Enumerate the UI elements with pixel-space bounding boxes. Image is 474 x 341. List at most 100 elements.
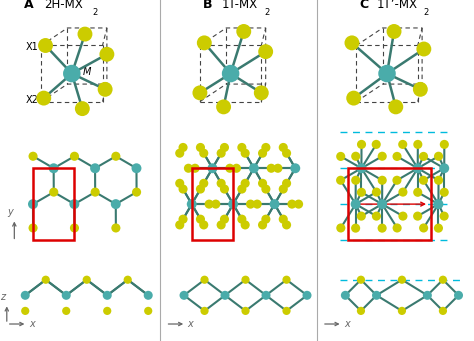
Circle shape	[346, 91, 361, 106]
Circle shape	[254, 85, 269, 100]
Circle shape	[440, 140, 449, 149]
Circle shape	[398, 276, 406, 284]
Circle shape	[49, 188, 58, 197]
Circle shape	[191, 164, 200, 173]
Circle shape	[434, 224, 443, 233]
Circle shape	[261, 214, 271, 224]
Circle shape	[196, 143, 205, 152]
Circle shape	[433, 199, 443, 209]
Circle shape	[111, 199, 121, 209]
Circle shape	[175, 220, 184, 229]
Circle shape	[175, 179, 184, 188]
Circle shape	[398, 188, 408, 197]
Circle shape	[246, 199, 255, 209]
Circle shape	[111, 152, 120, 161]
Circle shape	[131, 163, 141, 173]
Circle shape	[378, 176, 387, 185]
Circle shape	[439, 276, 447, 284]
Circle shape	[69, 199, 79, 209]
Circle shape	[197, 35, 212, 50]
Circle shape	[253, 199, 262, 209]
Circle shape	[372, 188, 381, 197]
Circle shape	[196, 184, 205, 194]
Circle shape	[372, 291, 381, 300]
Circle shape	[294, 199, 303, 209]
Circle shape	[38, 38, 53, 53]
Circle shape	[341, 291, 350, 300]
Circle shape	[258, 220, 267, 229]
Circle shape	[270, 199, 280, 209]
Text: x: x	[29, 319, 35, 329]
Circle shape	[413, 163, 423, 173]
Circle shape	[372, 140, 381, 149]
Circle shape	[398, 307, 406, 315]
Circle shape	[439, 163, 449, 173]
Circle shape	[439, 307, 447, 315]
Circle shape	[392, 152, 401, 161]
Circle shape	[336, 152, 345, 161]
Circle shape	[192, 85, 207, 100]
Circle shape	[434, 176, 443, 185]
Circle shape	[205, 199, 214, 209]
Circle shape	[70, 223, 79, 233]
Circle shape	[336, 176, 345, 185]
Circle shape	[184, 164, 193, 173]
Circle shape	[201, 307, 209, 315]
Circle shape	[241, 149, 250, 158]
Circle shape	[454, 291, 463, 300]
Text: z: z	[0, 292, 5, 302]
Circle shape	[241, 220, 250, 229]
Text: 1T’-MX: 1T’-MX	[376, 0, 418, 11]
Circle shape	[282, 149, 291, 158]
Circle shape	[258, 44, 273, 59]
Circle shape	[28, 223, 37, 233]
Circle shape	[78, 27, 92, 42]
Circle shape	[237, 214, 246, 224]
Circle shape	[179, 184, 188, 194]
Circle shape	[283, 276, 291, 284]
Circle shape	[237, 184, 246, 194]
Circle shape	[351, 176, 360, 185]
Circle shape	[279, 214, 288, 224]
Circle shape	[258, 179, 267, 188]
Circle shape	[70, 152, 79, 161]
Circle shape	[302, 291, 311, 300]
Bar	[348, 168, 431, 240]
Circle shape	[419, 176, 428, 185]
Text: 2: 2	[424, 8, 429, 17]
Text: X2: X2	[25, 95, 38, 105]
Circle shape	[273, 164, 283, 173]
Circle shape	[211, 199, 220, 209]
Circle shape	[179, 214, 188, 224]
Circle shape	[28, 152, 37, 161]
Circle shape	[262, 291, 271, 300]
Circle shape	[62, 291, 71, 300]
Circle shape	[132, 188, 141, 197]
Circle shape	[261, 184, 271, 194]
Circle shape	[413, 140, 422, 149]
Circle shape	[279, 143, 288, 152]
Circle shape	[398, 140, 407, 149]
Circle shape	[144, 291, 153, 300]
Circle shape	[180, 291, 189, 300]
Circle shape	[100, 47, 114, 62]
Circle shape	[261, 143, 271, 152]
Circle shape	[217, 220, 226, 229]
Circle shape	[91, 188, 100, 197]
Circle shape	[440, 188, 449, 197]
Circle shape	[228, 199, 238, 209]
Circle shape	[413, 82, 428, 97]
Circle shape	[75, 101, 90, 116]
Circle shape	[351, 224, 360, 233]
Circle shape	[90, 163, 100, 173]
Circle shape	[36, 91, 51, 106]
Circle shape	[103, 291, 112, 300]
Text: B: B	[202, 0, 212, 11]
Text: x: x	[344, 319, 350, 329]
Circle shape	[222, 65, 239, 82]
Circle shape	[388, 100, 403, 114]
Circle shape	[423, 291, 432, 300]
Circle shape	[217, 179, 226, 188]
Circle shape	[220, 143, 229, 152]
Text: 2: 2	[93, 8, 98, 17]
